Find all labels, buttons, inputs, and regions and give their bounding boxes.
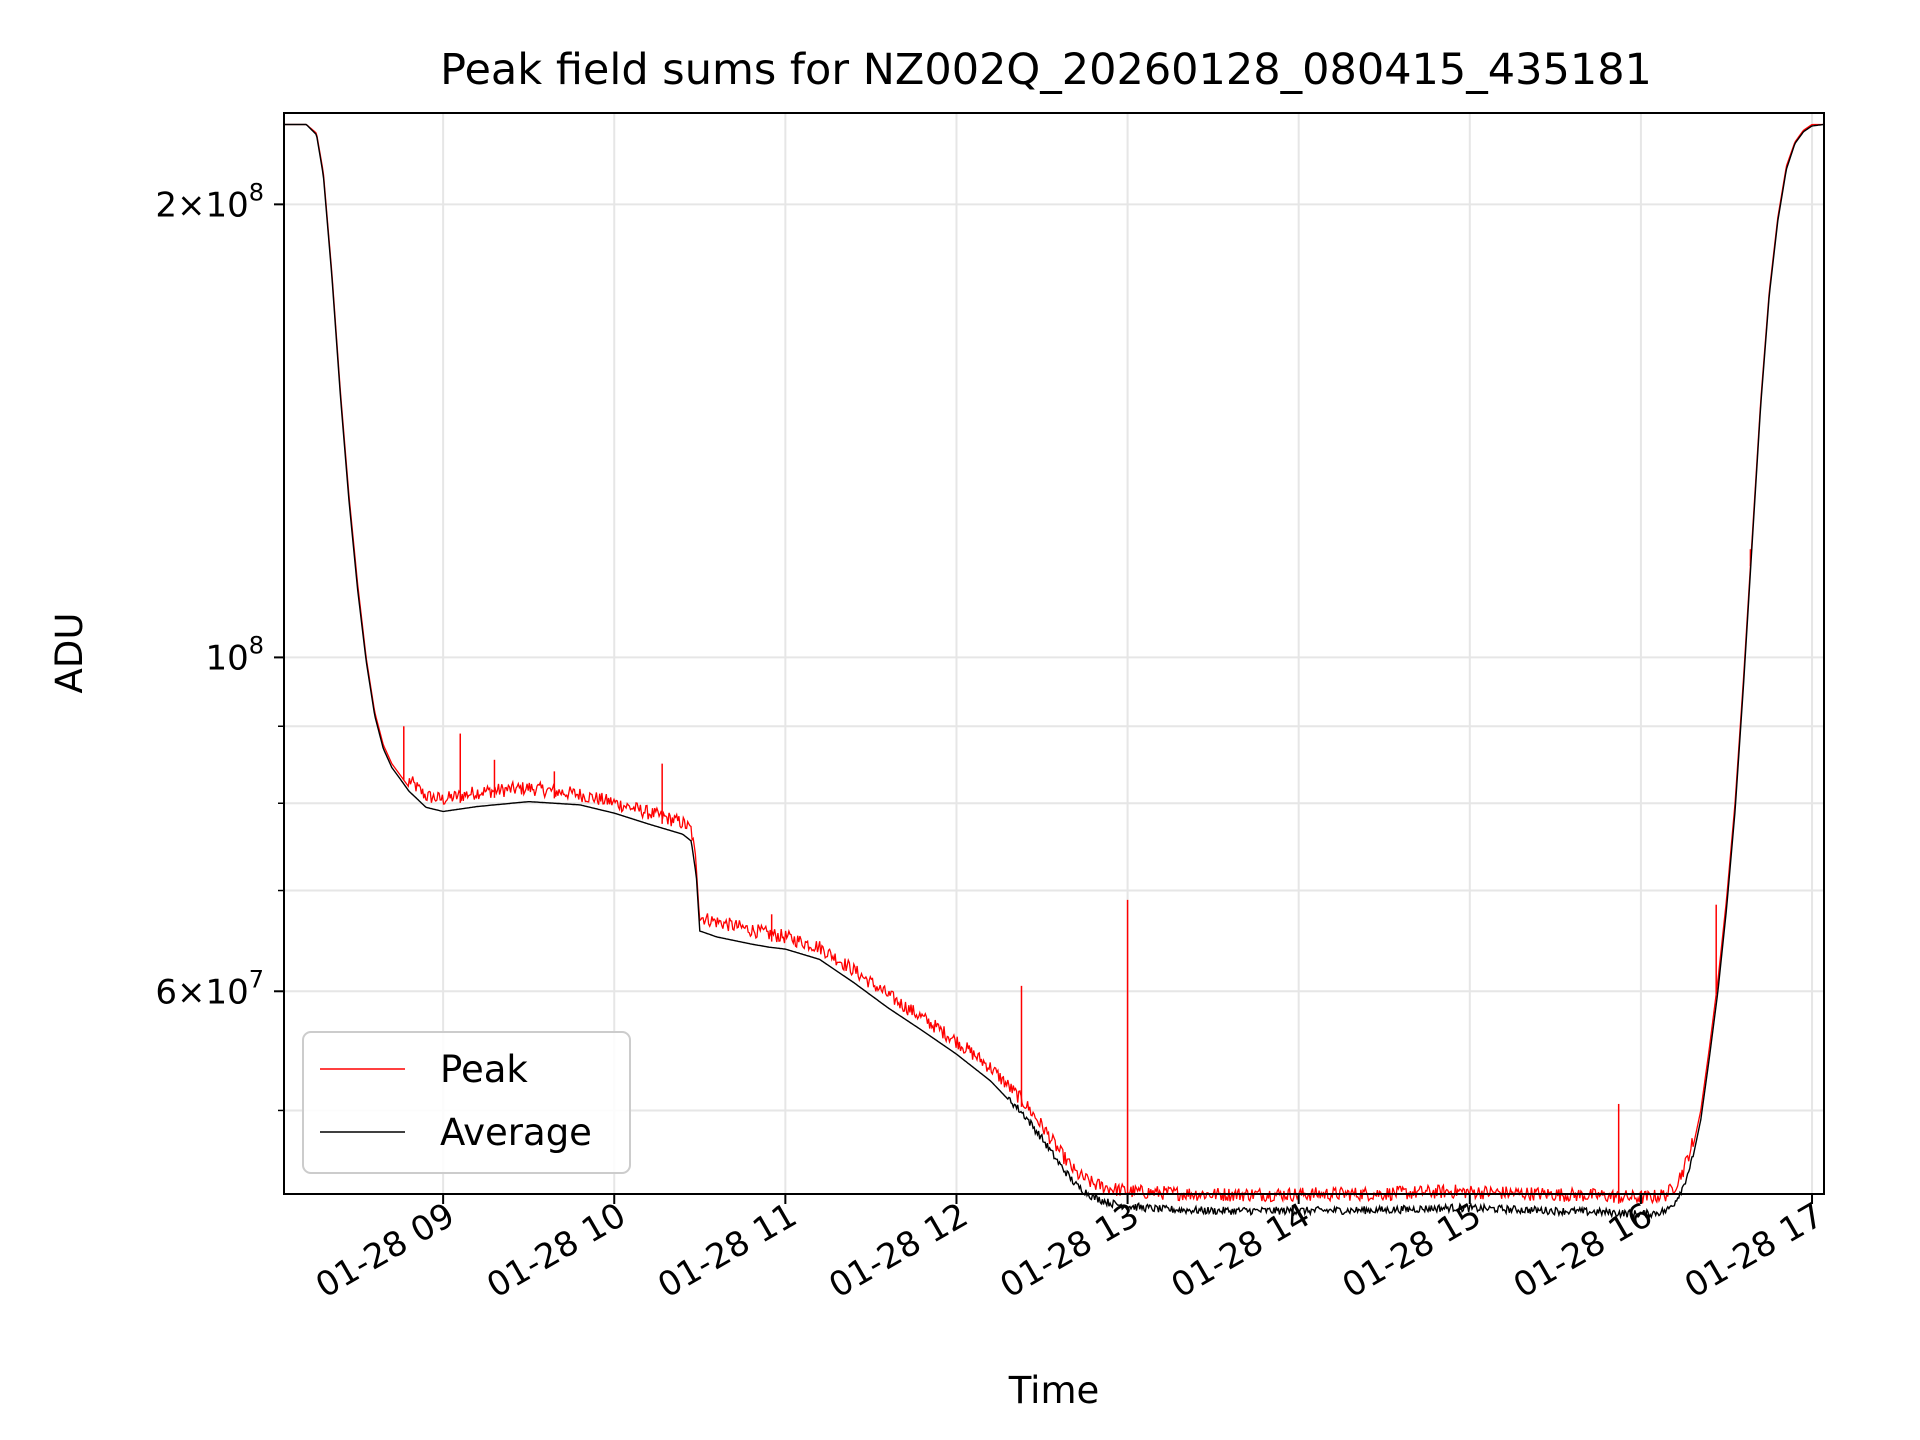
- series-lines: [284, 123, 1825, 1220]
- y-tick-label: 6×107: [155, 965, 264, 1012]
- series-line-average: [284, 123, 1825, 1220]
- y-axis-label: ADU: [48, 613, 91, 694]
- series-line-peak: [284, 123, 1824, 1205]
- legend-label-peak: Peak: [440, 1048, 528, 1091]
- plot-frame: [283, 112, 1825, 1195]
- y-tick-label: 108: [205, 631, 264, 678]
- legend-label-average: Average: [440, 1111, 592, 1154]
- chart-title: Peak field sums for NZ002Q_20260128_0804…: [440, 45, 1652, 95]
- y-tick-label: 2×108: [155, 178, 264, 225]
- grid: [284, 113, 1824, 1194]
- legend: Peak Average: [302, 1031, 631, 1174]
- x-axis-label: Time: [1008, 1369, 1100, 1412]
